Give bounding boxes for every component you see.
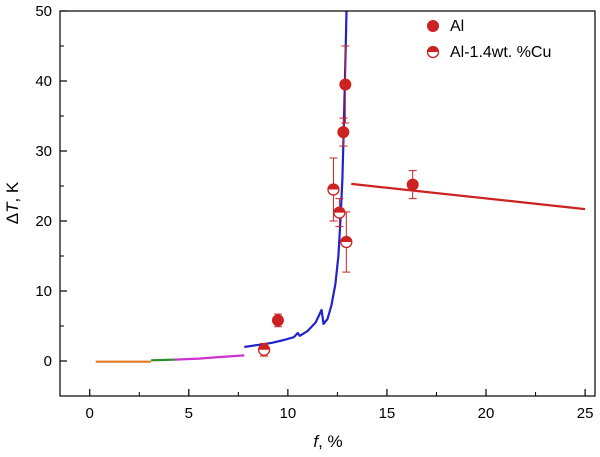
x-tick-label-5: 25 [577,405,594,422]
data-point-0-2 [339,78,352,91]
error-bars [260,45,417,357]
y-axis-label: ΔT, K [3,181,22,224]
x-axis-label-unit: , % [318,432,343,451]
y-axis-label-unit: , K [3,181,22,202]
y-tick-label-1: 10 [35,283,52,300]
x-tick-label-2: 10 [280,405,297,422]
data-point-0-1 [337,126,350,139]
y-axis-label-delta: Δ [3,213,22,224]
legend-marker-shape-al-cu [426,45,440,59]
data-point-1-1 [327,183,340,196]
plot-frame [59,10,596,397]
x-tick-label-4: 20 [478,405,495,422]
legend-marker-al-cu [426,45,440,59]
y-tick-label-0: 0 [44,353,52,370]
data-point-0-3 [406,178,419,191]
data-point-1-0 [257,343,271,356]
x-axis-label: f, % [313,432,342,451]
data-point-1-2 [333,206,346,219]
x-tick-label-3: 15 [379,405,396,422]
data-points [257,78,419,356]
legend-label-al-cu: Al-1.4wt. %Cu [450,44,551,61]
svg-text:f, %: f, % [313,432,342,451]
plot-lines [95,10,586,363]
y-axis-label-variable: T [3,201,22,213]
line-segment-3 [244,10,348,349]
svg-text:ΔT, K: ΔT, K [3,181,22,224]
x-axis-label-variable: f [313,432,320,451]
x-tick-label-1: 5 [185,405,193,422]
legend: Al Al-1.4wt. %Cu [426,18,551,61]
line-segment-2 [174,354,245,361]
line-segment-1 [151,358,175,362]
y-tick-label-5: 50 [35,3,52,20]
data-point-0-0 [271,314,284,327]
legend-marker-al [427,20,439,32]
legend-label-al: Al [450,18,464,35]
x-axis-ticks: 0 5 10 15 20 25 [86,389,594,422]
x-tick-label-0: 0 [86,405,94,422]
y-tick-label-4: 40 [35,73,52,90]
data-point-1-3 [340,235,353,249]
y-axis-ticks: 0 10 20 30 40 50 [35,3,67,370]
y-tick-label-3: 30 [35,143,52,160]
line-segment-4 [351,182,586,211]
legend-marker-shape-al [427,20,439,32]
y-tick-label-2: 20 [35,213,52,230]
